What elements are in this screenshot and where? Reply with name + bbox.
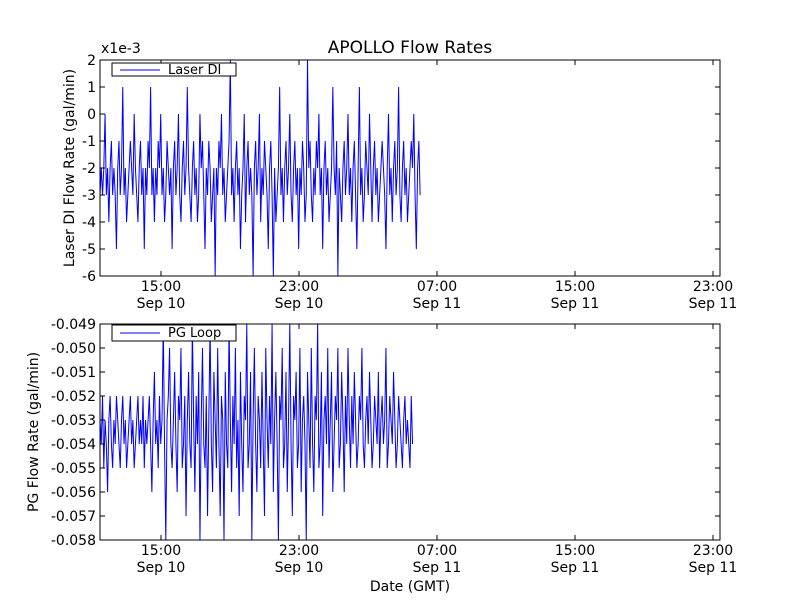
laser-di-x-tick-date-label: Sep 11 — [689, 296, 738, 312]
pg-loop-legend: PG Loop — [111, 324, 237, 342]
pg-loop-y-tick-label: -0.050 — [51, 341, 96, 357]
pg-loop-x-tick-date-label: Sep 10 — [275, 560, 324, 576]
laser-di-x-tick-time-label: 15:00 — [141, 279, 181, 295]
pg-loop-x-tick-time-label: 23:00 — [279, 543, 319, 559]
laser-di-legend-box — [111, 62, 237, 77]
laser-di-legend-label: Laser DI — [168, 63, 221, 78]
pg-loop-legend-label: PG Loop — [168, 326, 221, 341]
laser-di-x-tick-date-label: Sep 10 — [275, 296, 324, 312]
pg-loop-series-layer — [100, 324, 414, 540]
pg-loop-x-tick-date-label: Sep 11 — [551, 560, 600, 576]
figure-title: APOLLO Flow Rates — [328, 38, 493, 58]
pg-loop-legend-box — [111, 324, 237, 342]
pg-loop-y-tick-label: -0.055 — [51, 461, 96, 477]
laser-di-y-tick-label: -6 — [82, 269, 96, 285]
laser-di-y-tick-label: -5 — [82, 242, 96, 258]
laser-di-x-tick-time-label: 23:00 — [693, 279, 733, 295]
pg-loop-y-tick-label: -0.049 — [51, 317, 96, 333]
pg-loop-x-tick-time-label: 15:00 — [555, 543, 595, 559]
pg-loop-y-tick-label: -0.058 — [51, 533, 96, 549]
pg-loop-x-tick-date-label: Sep 11 — [413, 560, 462, 576]
pg-loop-tick-layer: -0.058 -0.057 -0.056 -0.055 -0.054 -0.053 -0.0… — [51, 317, 737, 576]
pg-loop-y-tick-label: -0.054 — [51, 437, 96, 453]
laser-di-x-tick-date-label: Sep 11 — [413, 296, 462, 312]
pg-loop-y-tick-label: -0.051 — [51, 365, 96, 381]
laser-di-y-tick-label: -2 — [82, 161, 96, 177]
pg-loop-series-line-0 — [100, 324, 414, 540]
laser-di-legend: Laser DI — [111, 62, 237, 78]
pg-loop-y-axis-label: PG Flow Rate (gal/min) — [26, 352, 42, 512]
laser-di-y-tick-label: -3 — [82, 188, 96, 204]
pg-loop-y-tick-label: -0.053 — [51, 413, 96, 429]
laser-di-x-tick-date-label: Sep 11 — [551, 296, 600, 312]
pg-loop-x-tick-date-label: Sep 10 — [137, 560, 186, 576]
laser-di-x-tick-time-label: 23:00 — [279, 279, 319, 295]
laser-di-y-tick-label: 1 — [87, 80, 96, 96]
pg-loop-y-tick-label: -0.057 — [51, 509, 96, 525]
pg-loop-x-tick-date-label: Sep 11 — [689, 560, 738, 576]
pg-loop-y-tick-label: -0.052 — [51, 389, 96, 405]
pg-loop-plot-frame — [99, 323, 721, 541]
x-axis-label: Date (GMT) — [370, 579, 450, 595]
laser-di-y-tick-label: -4 — [82, 215, 96, 231]
laser-di-offset-label: x1e-3 — [101, 41, 141, 57]
laser-di-x-tick-date-label: Sep 10 — [137, 296, 186, 312]
pg-loop-x-tick-time-label: 07:00 — [417, 543, 457, 559]
laser-di-y-tick-label: -1 — [82, 134, 96, 150]
laser-di-y-tick-label: 2 — [87, 53, 96, 69]
pg-loop-x-tick-time-label: 15:00 — [141, 543, 181, 559]
laser-di-y-tick-label: 0 — [87, 107, 96, 123]
laser-di-series-layer — [100, 60, 421, 276]
laser-di-x-tick-time-label: 07:00 — [417, 279, 457, 295]
laser-di-x-tick-time-label: 15:00 — [555, 279, 595, 295]
pg-loop-x-tick-time-label: 23:00 — [693, 543, 733, 559]
laser-di-series-line-0 — [100, 60, 421, 276]
laser-di-y-axis-label: Laser DI Flow Rate (gal/min) — [62, 69, 78, 267]
pg-loop-panel: -0.058 -0.057 -0.056 -0.055 -0.054 -0.053 -0.0… — [26, 317, 737, 576]
pg-loop-y-tick-label: -0.056 — [51, 485, 96, 501]
